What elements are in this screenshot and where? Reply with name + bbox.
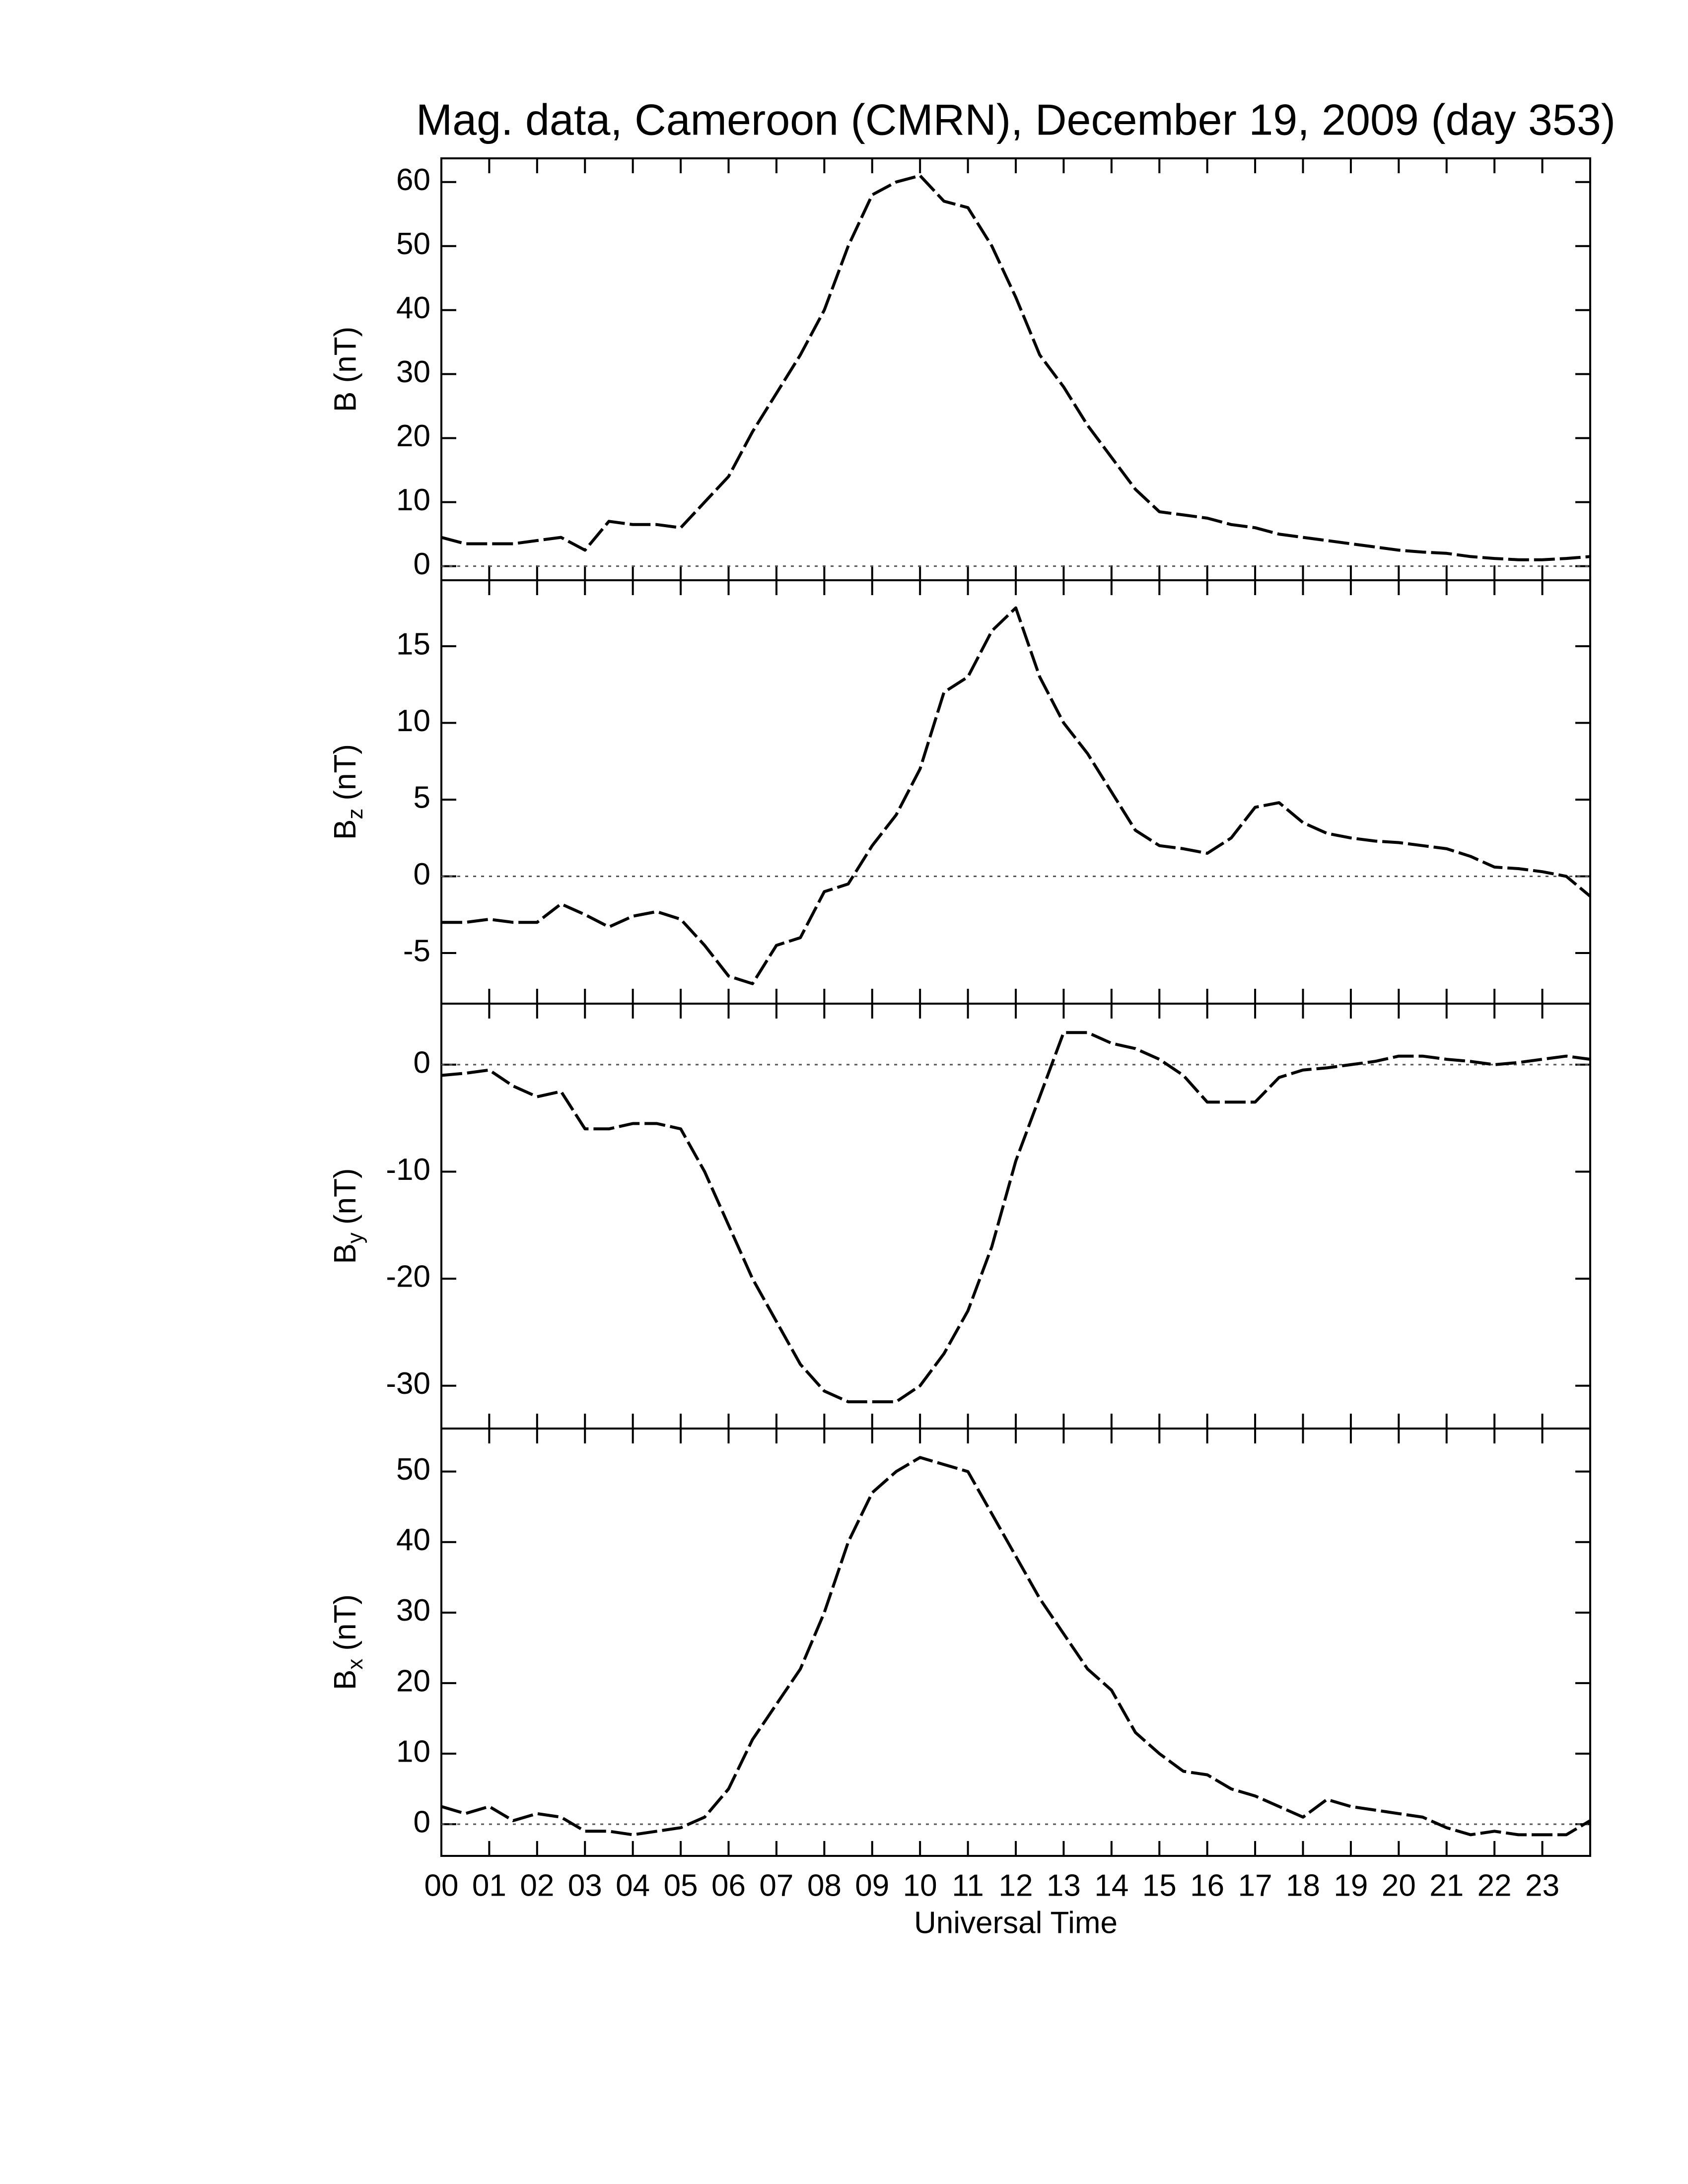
y-tick-label: 10 [396, 704, 430, 738]
y-axis-label-subscript: y [343, 1232, 367, 1243]
y-tick-label: 40 [396, 291, 430, 325]
y-tick-label: 50 [396, 227, 430, 261]
data-line [441, 1031, 1591, 1404]
y-axis-label: Bx (nT) [328, 1594, 367, 1690]
x-tick-label: 06 [711, 1868, 746, 1903]
x-tick-label: 10 [903, 1868, 937, 1903]
y-tick-label: 0 [414, 547, 430, 581]
x-tick-label: 23 [1525, 1868, 1559, 1903]
x-tick-label: 11 [952, 1868, 984, 1903]
y-tick-label: 15 [396, 627, 430, 661]
y-tick-label: -10 [386, 1153, 430, 1187]
x-tick-label: 00 [424, 1868, 459, 1903]
y-tick-label: -5 [403, 934, 430, 968]
y-tick-label: 20 [396, 419, 430, 453]
x-tick-label: 17 [1238, 1868, 1272, 1903]
x-tick-label: 02 [520, 1868, 554, 1903]
y-axis-label: Bz (nT) [328, 744, 367, 840]
y-axis-label: B (nT) [328, 327, 362, 412]
x-tick-label: 03 [568, 1868, 602, 1903]
x-tick-label: 04 [616, 1868, 650, 1903]
y-tick-label: 20 [396, 1664, 430, 1698]
y-tick-label: 10 [396, 1734, 430, 1769]
x-tick-label: 21 [1429, 1868, 1464, 1903]
y-tick-label: 50 [396, 1452, 430, 1487]
data-line [441, 606, 1591, 985]
x-tick-label: 12 [999, 1868, 1033, 1903]
y-axis-label-unit: (nT) [328, 744, 362, 801]
x-tick-label: 09 [855, 1868, 889, 1903]
x-tick-label: 19 [1334, 1868, 1368, 1903]
y-axis-label-base: B [328, 1243, 362, 1264]
x-tick-label: 16 [1190, 1868, 1224, 1903]
y-axis-label-base: B [328, 1670, 362, 1690]
y-tick-label: 10 [396, 483, 430, 517]
y-tick-label: 0 [414, 1045, 430, 1080]
x-tick-label: 08 [807, 1868, 842, 1903]
x-tick-label: 22 [1477, 1868, 1512, 1903]
y-axis-label: By (nT) [328, 1168, 367, 1264]
x-tick-label: 20 [1382, 1868, 1416, 1903]
y-axis-label-unit: (nT) [328, 1594, 362, 1651]
x-tick-label: 18 [1286, 1868, 1320, 1903]
x-tick-label: 15 [1142, 1868, 1177, 1903]
y-tick-label: 30 [396, 355, 430, 389]
y-axis-label-subscript: z [343, 809, 367, 819]
x-tick-label: 01 [472, 1868, 506, 1903]
x-tick-label: 13 [1047, 1868, 1081, 1903]
y-tick-label: 5 [414, 780, 430, 815]
y-tick-label: 30 [396, 1593, 430, 1628]
y-axis-label-base: B [328, 819, 362, 840]
y-tick-label: 0 [414, 857, 430, 891]
x-tick-label: 14 [1094, 1868, 1128, 1903]
x-axis-label: Universal Time [914, 1906, 1118, 1940]
x-tick-label: 07 [759, 1868, 793, 1903]
data-line [441, 174, 1591, 561]
y-axis-label-unit: (nT) [328, 1168, 362, 1225]
y-tick-label: -20 [386, 1260, 430, 1294]
x-tick-label: 05 [664, 1868, 698, 1903]
chart-title: Mag. data, Cameroon (CMRN), December 19,… [416, 95, 1616, 144]
data-line [441, 1456, 1591, 1837]
y-tick-label: 40 [396, 1523, 430, 1557]
y-axis-label-subscript: x [343, 1659, 367, 1670]
y-tick-label: 0 [414, 1805, 430, 1839]
y-tick-label: -30 [386, 1366, 430, 1401]
y-tick-label: 60 [396, 163, 430, 197]
